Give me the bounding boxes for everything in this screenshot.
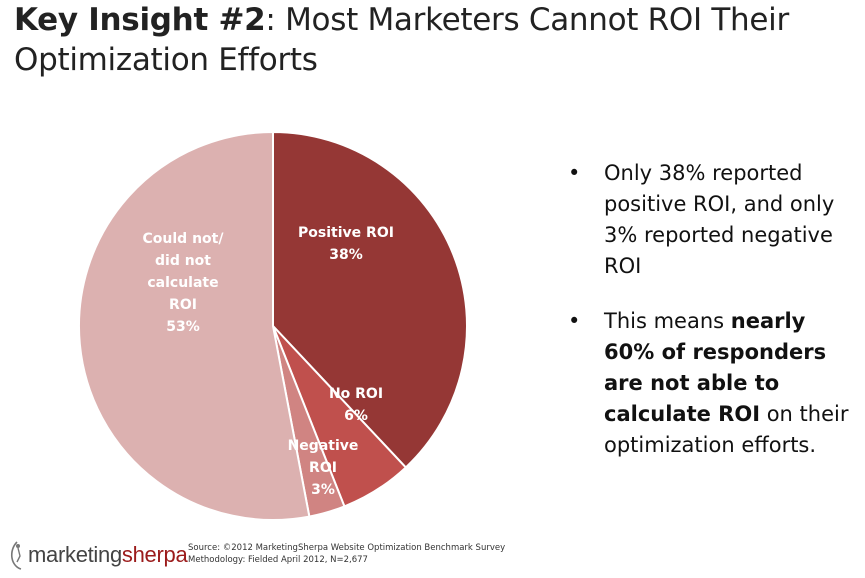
methodology-line: Methodology: Fielded April 2012, N=2,677 [188, 554, 505, 566]
bullet-list: • Only 38% reported positive ROI, and onl… [568, 158, 858, 485]
logo-text-sherpa: sherpa [122, 542, 187, 567]
bullet-item: • Only 38% reported positive ROI, and onl… [568, 158, 858, 282]
bullet-text: This means [604, 309, 731, 333]
pie-slices [79, 132, 467, 520]
bullet-dot-icon: • [568, 158, 580, 189]
bullet-dot-icon: • [568, 306, 580, 337]
logo-text: marketingsherpa [28, 542, 187, 568]
bullet-item: • This means nearly 60% of responders are… [568, 306, 858, 461]
source-note: Source: ©2012 MarketingSherpa Website Op… [188, 542, 505, 566]
marketingsherpa-logo: marketingsherpa [8, 538, 187, 572]
pie-chart: Positive ROI 38%No ROI 6%Negative ROI 3%Coul… [0, 0, 560, 540]
bullet-text: Only 38% reported positive ROI, and only… [604, 161, 834, 278]
logo-text-marketing: marketing [28, 542, 122, 567]
mountain-climber-icon [8, 540, 26, 570]
source-line: Source: ©2012 MarketingSherpa Website Op… [188, 542, 505, 554]
